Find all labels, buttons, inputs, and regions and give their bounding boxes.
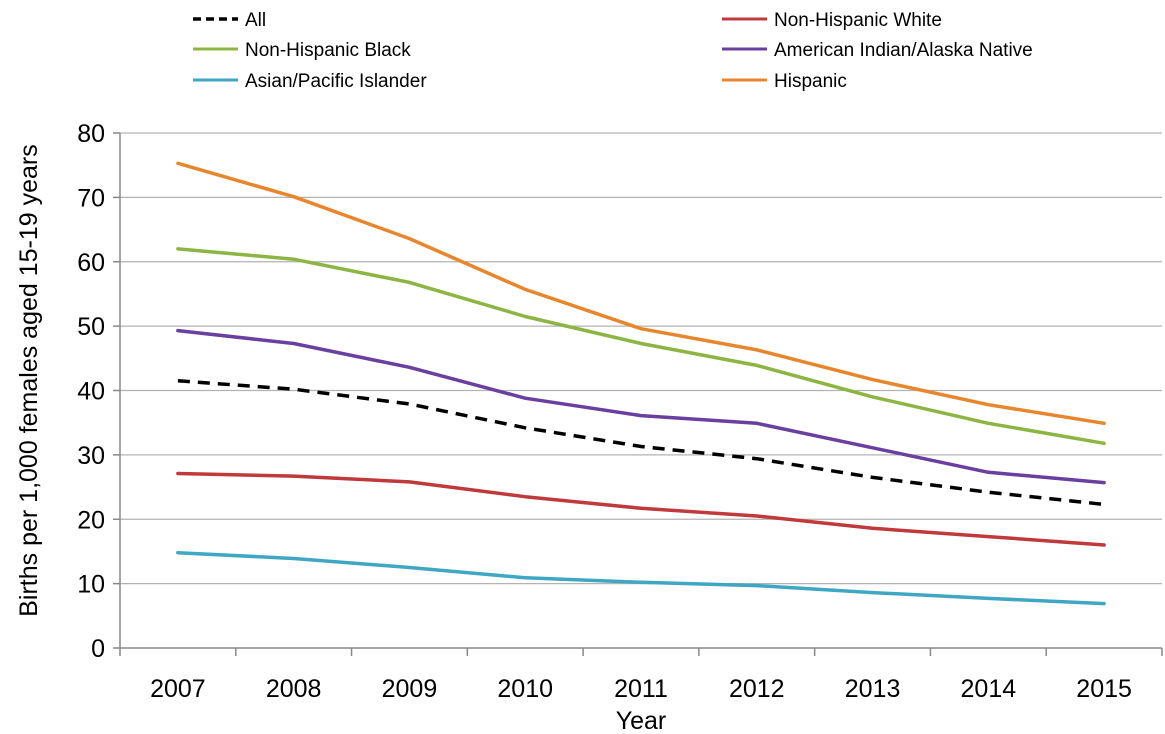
legend-label: Non-Hispanic Black — [245, 40, 411, 61]
legend-item: Asian/Pacific Islander — [193, 71, 427, 92]
legend-label: American Indian/Alaska Native — [774, 40, 1033, 61]
y-tick-label: 10 — [77, 571, 105, 599]
series-line-non-hispanic-black — [176, 247, 1106, 446]
x-tick-label: 2010 — [497, 675, 553, 703]
series-line-american-indian-alaska-native — [176, 328, 1106, 485]
y-tick-labels: 0 10 20 30 40 50 60 70 80 — [77, 120, 105, 663]
x-tick-label: 2007 — [150, 675, 206, 703]
y-tick-label: 40 — [77, 378, 105, 406]
y-tick-label: 60 — [77, 249, 105, 277]
x-tick-label: 2012 — [729, 675, 785, 703]
legend-item: All — [193, 10, 266, 31]
axes — [113, 132, 1163, 656]
legend-item: Non-Hispanic Black — [193, 40, 411, 61]
series-line-non-hispanic-white — [176, 471, 1106, 547]
series-line-hispanic — [176, 161, 1106, 426]
series-lines — [176, 161, 1106, 606]
gridlines — [120, 132, 1162, 585]
legend-label: Hispanic — [774, 71, 847, 92]
x-tick-label: 2013 — [845, 675, 901, 703]
legend-label: Non-Hispanic White — [774, 10, 942, 31]
legend-item: American Indian/Alaska Native — [722, 40, 1033, 61]
x-tick-label: 2011 — [614, 675, 668, 703]
series-line-all — [177, 379, 1105, 507]
y-tick-label: 80 — [77, 120, 105, 148]
legend: All Non-Hispanic White Non-Hispanic Black A… — [193, 10, 1033, 92]
x-axis-title: Year — [616, 707, 667, 734]
series-line-asian-pacific-islander — [176, 550, 1106, 606]
x-tick-label: 2015 — [1076, 675, 1132, 703]
y-tick-label: 20 — [77, 506, 105, 534]
x-tick-label: 2009 — [382, 675, 438, 703]
y-tick-label: 30 — [77, 442, 105, 470]
legend-item: Non-Hispanic White — [722, 10, 942, 31]
y-axis-title: Births per 1,000 females aged 15-19 year… — [15, 144, 43, 617]
x-tick-label: 2008 — [266, 675, 322, 703]
legend-label: Asian/Pacific Islander — [245, 71, 427, 92]
x-tick-label: 2014 — [961, 675, 1017, 703]
y-tick-label: 70 — [77, 184, 105, 212]
y-tick-label: 0 — [91, 635, 105, 663]
legend-label: All — [245, 10, 266, 31]
y-tick-label: 50 — [77, 313, 105, 341]
x-tick-labels: 2007 2008 2009 2010 2011 2012 2013 2014 2015 — [150, 675, 1132, 703]
legend-item: Hispanic — [722, 71, 847, 92]
